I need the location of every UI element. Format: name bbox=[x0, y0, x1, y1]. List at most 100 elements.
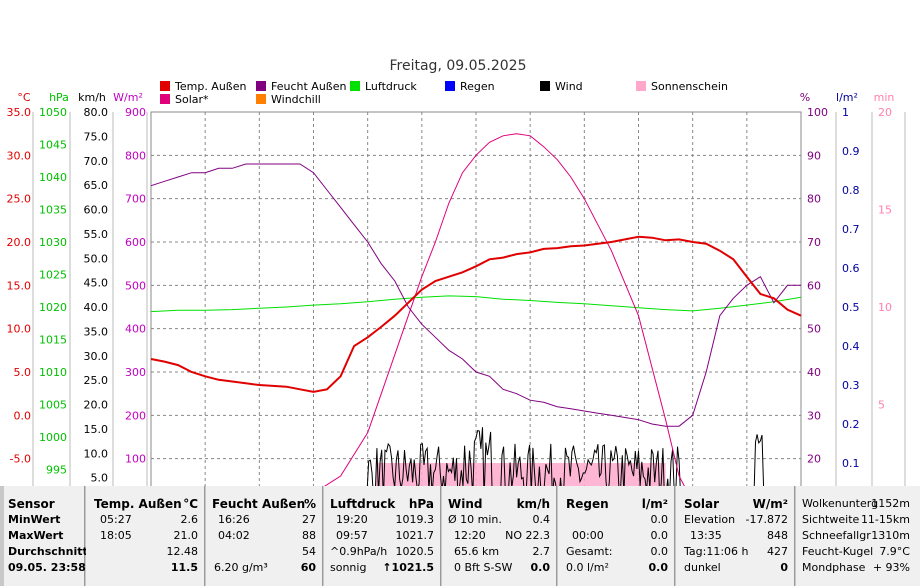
y-tick-label: 100 bbox=[125, 453, 146, 466]
row-max-label: MaxWert bbox=[8, 529, 64, 542]
rain-current: 0.0 bbox=[648, 561, 669, 574]
panel-extra: Wolkenunterg 1152m Sichtweite 11-15km Sc… bbox=[796, 486, 920, 586]
y-tick-label: 15.0 bbox=[7, 279, 32, 292]
legend-label: Temp. Außen bbox=[174, 80, 247, 93]
stats-bar: Sensor MinWert MaxWert Durchschnitt 09.0… bbox=[0, 486, 920, 586]
y-tick-label: 1015 bbox=[39, 334, 67, 347]
wind-day-avg: 2.7 bbox=[532, 545, 551, 558]
y-tick-label: 40.0 bbox=[84, 301, 109, 314]
y-tick-label: 1000 bbox=[39, 431, 67, 444]
solar-max-value: 848 bbox=[767, 529, 788, 542]
y-tick-label: 70.0 bbox=[84, 155, 109, 168]
y-tick-label: 35.0 bbox=[84, 325, 109, 338]
y-tick-label: 10 bbox=[878, 301, 892, 314]
rain-total-value: 0.0 bbox=[650, 545, 669, 558]
y-tick-label: 5.0 bbox=[14, 366, 32, 379]
humidity-unit: % bbox=[303, 497, 316, 511]
rain-rate: 0.0 l/m² bbox=[566, 561, 609, 574]
y-tick-label: 1020 bbox=[39, 301, 67, 314]
y-tick-label: 20.0 bbox=[7, 236, 32, 249]
y-tick-label: 45.0 bbox=[84, 277, 109, 290]
rain-min-value: 0.0 bbox=[650, 513, 669, 526]
wind-avg-label: Ø 10 min. bbox=[448, 513, 502, 526]
y-tick-label: 0.0 bbox=[14, 409, 32, 422]
temp-max-time: 18:05 bbox=[100, 529, 132, 542]
y-tick-label: 70 bbox=[807, 236, 821, 249]
humidity-avg: 54 bbox=[302, 545, 316, 558]
y-tick-label: 300 bbox=[125, 366, 146, 379]
legend-label: Solar* bbox=[175, 93, 209, 106]
visibility-value: 11-15km bbox=[860, 513, 910, 526]
wind-avg-value: 0.4 bbox=[532, 513, 551, 526]
y-tick-label: 1025 bbox=[39, 269, 67, 282]
wind-beaufort: 0 Bft S-SW bbox=[454, 561, 513, 574]
y-tick-label: 0.3 bbox=[842, 379, 860, 392]
y-tick-label: 60.0 bbox=[84, 204, 109, 217]
temp-max-value: 21.0 bbox=[173, 529, 199, 542]
y-tick-label: 10.0 bbox=[84, 447, 109, 460]
temp-header: Temp. Außen bbox=[94, 497, 182, 511]
y-tick-label: 30 bbox=[807, 409, 821, 422]
humidity-absolute: 6.20 g/m³ bbox=[214, 561, 268, 574]
rain-max-time: 00:00 bbox=[572, 529, 604, 542]
series-line-feucht-au-en bbox=[150, 163, 801, 427]
y-tick-label: 500 bbox=[125, 279, 146, 292]
legend-label: Windchill bbox=[271, 93, 321, 106]
rain-header: Regen bbox=[566, 497, 609, 511]
legend-swatch bbox=[636, 81, 646, 91]
axis-unit-label: l/m² bbox=[836, 91, 858, 104]
axis-unit-label: °C bbox=[17, 91, 31, 104]
wind-header: Wind bbox=[448, 497, 483, 511]
row-min-label: MinWert bbox=[8, 513, 61, 526]
humidity-header: Feucht Außen bbox=[212, 497, 306, 511]
wind-distance: 65.6 km bbox=[454, 545, 500, 558]
y-tick-label: 1035 bbox=[39, 204, 67, 217]
series-line-solar- bbox=[151, 133, 801, 503]
humidity-current: 60 bbox=[300, 561, 316, 574]
y-tick-label: 800 bbox=[125, 149, 146, 162]
y-tick-label: 50 bbox=[807, 323, 821, 336]
y-tick-label: 20.0 bbox=[84, 399, 109, 412]
pressure-max-time: 09:57 bbox=[336, 529, 368, 542]
panel-solar: Solar W/m² Elevation -17.872 13:35 848 T… bbox=[676, 486, 795, 586]
y-tick-label: 75.0 bbox=[84, 130, 109, 143]
legend-swatch bbox=[540, 81, 550, 91]
snowline-value: 1310m bbox=[871, 529, 910, 542]
y-tick-label: 700 bbox=[125, 193, 146, 206]
y-tick-label: 80 bbox=[807, 193, 821, 206]
wind-current: 0.0 bbox=[530, 561, 551, 574]
y-tick-label: 50.0 bbox=[84, 252, 109, 265]
y-tick-label: 600 bbox=[125, 236, 146, 249]
y-tick-label: 60 bbox=[807, 279, 821, 292]
solar-current: 0 bbox=[780, 561, 788, 574]
y-tick-label: 0.1 bbox=[842, 457, 860, 470]
y-tick-label: 1040 bbox=[39, 171, 67, 184]
cloud-base-label: Wolkenunterg bbox=[802, 497, 879, 510]
y-tick-label: 90 bbox=[807, 149, 821, 162]
legend: Temp. Außen Feucht Außen Luftdruck Regen Win… bbox=[160, 80, 728, 106]
cloud-base-value: 1152m bbox=[871, 497, 910, 510]
y-tick-label: 995 bbox=[46, 464, 67, 477]
legend-label: Sonnenschein bbox=[651, 80, 728, 93]
solar-elevation-label: Elevation bbox=[684, 513, 736, 526]
y-tick-label: 100 bbox=[807, 106, 828, 119]
y-tick-label: 65.0 bbox=[84, 179, 109, 192]
y-tick-label: 30.0 bbox=[84, 350, 109, 363]
legend-swatch bbox=[445, 81, 455, 91]
snowline-label: Schneefallgr bbox=[802, 529, 871, 542]
y-tick-label: 5 bbox=[878, 399, 885, 412]
y-tick-label: 35.0 bbox=[7, 106, 32, 119]
temp-current: 11.5 bbox=[170, 561, 198, 574]
temp-min-value: 2.6 bbox=[180, 513, 199, 526]
y-tick-label: -5.0 bbox=[10, 453, 31, 466]
axis-unit-label: min bbox=[874, 91, 895, 104]
y-tick-label: 40 bbox=[807, 366, 821, 379]
moonphase-value: + 93% bbox=[872, 561, 910, 574]
sensor-header: Sensor bbox=[8, 497, 55, 511]
pressure-state: sonnig bbox=[330, 561, 367, 574]
pressure-header: Luftdruck bbox=[330, 497, 396, 511]
y-tick-label: 0.6 bbox=[842, 262, 860, 275]
solar-daylength: Tag:11:06 h bbox=[684, 545, 749, 558]
y-tick-label: 55.0 bbox=[84, 228, 109, 241]
y-tick-label: 15 bbox=[878, 204, 892, 217]
